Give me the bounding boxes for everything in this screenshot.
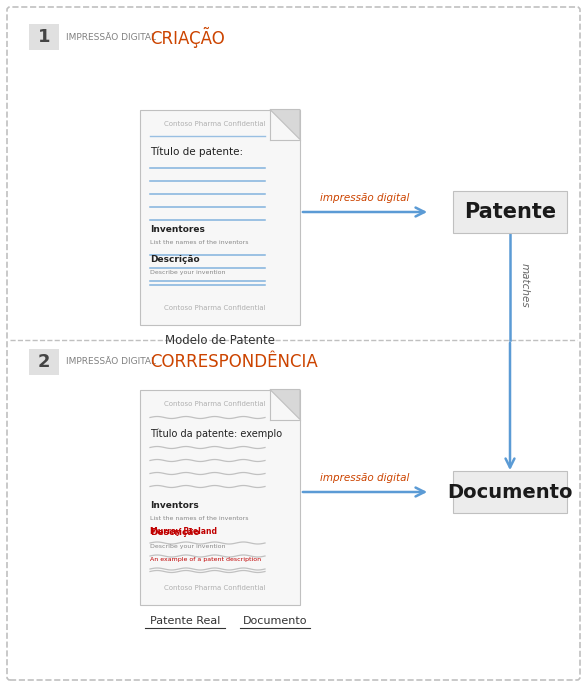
Text: matches: matches xyxy=(520,263,530,308)
Text: Título da patente: exemplo: Título da patente: exemplo xyxy=(150,428,282,439)
Text: List the names of the inventors: List the names of the inventors xyxy=(150,515,248,521)
FancyBboxPatch shape xyxy=(140,109,300,324)
Polygon shape xyxy=(270,109,300,139)
Polygon shape xyxy=(270,390,300,420)
Text: Modelo de Patente: Modelo de Patente xyxy=(165,334,275,347)
Text: impressão digital: impressão digital xyxy=(321,193,410,203)
Text: An example of a patent description: An example of a patent description xyxy=(150,557,261,562)
Text: List the names of the inventors: List the names of the inventors xyxy=(150,240,248,245)
Text: Documento: Documento xyxy=(243,616,307,625)
Text: Descrição: Descrição xyxy=(150,528,200,537)
Text: Patente Real: Patente Real xyxy=(150,616,220,625)
FancyBboxPatch shape xyxy=(140,390,300,605)
Text: Patente: Patente xyxy=(464,202,556,222)
FancyBboxPatch shape xyxy=(29,349,59,375)
Text: Contoso Pharma Confidential: Contoso Pharma Confidential xyxy=(164,306,266,311)
Text: 1: 1 xyxy=(38,28,50,46)
Text: Inventores: Inventores xyxy=(150,225,205,234)
Text: 2: 2 xyxy=(38,353,50,371)
Text: Describe your invention: Describe your invention xyxy=(150,544,225,549)
Text: CORRESPONDÊNCIA: CORRESPONDÊNCIA xyxy=(150,353,318,371)
Text: Describe your invention: Describe your invention xyxy=(150,270,225,275)
Text: Contoso Pharma Confidential: Contoso Pharma Confidential xyxy=(164,401,266,407)
Text: Contoso Pharma Confidential: Contoso Pharma Confidential xyxy=(164,585,266,592)
FancyBboxPatch shape xyxy=(29,24,59,50)
Text: CRIAÇÃO: CRIAÇÃO xyxy=(150,27,225,47)
Text: impressão digital: impressão digital xyxy=(321,473,410,483)
Text: Contoso Pharma Confidential: Contoso Pharma Confidential xyxy=(164,120,266,126)
FancyBboxPatch shape xyxy=(453,191,567,233)
Text: IMPRESSÃO DIGITAL: IMPRESSÃO DIGITAL xyxy=(66,357,156,366)
Text: IMPRESSÃO DIGITAL: IMPRESSÃO DIGITAL xyxy=(66,32,156,41)
Text: Documento: Documento xyxy=(447,482,573,502)
Text: Inventors: Inventors xyxy=(150,501,199,510)
Text: Murray Breland: Murray Breland xyxy=(150,526,217,535)
Text: Descrição: Descrição xyxy=(150,255,200,264)
FancyBboxPatch shape xyxy=(453,471,567,513)
Text: Título de patente:: Título de patente: xyxy=(150,146,243,157)
